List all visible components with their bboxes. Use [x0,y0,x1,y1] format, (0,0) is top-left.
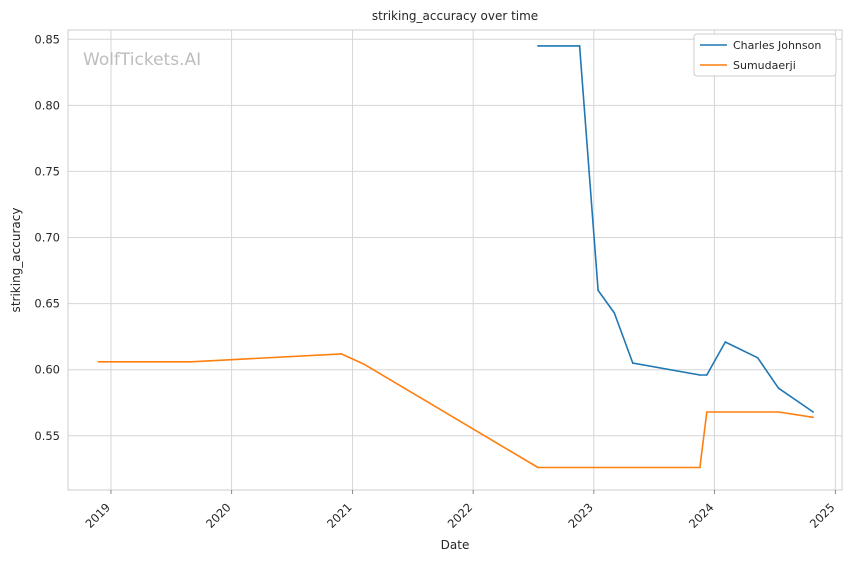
y-tick-label: 0.70 [34,231,60,245]
y-axis-ticks: 0.55 0.60 0.65 0.70 0.75 0.80 0.85 [34,32,60,443]
legend: Charles Johnson Sumudaerji [693,33,837,77]
y-tick-label: 0.85 [34,32,60,46]
chart-title: striking_accuracy over time [372,9,538,23]
data-point [756,357,759,359]
series-layer [97,45,815,469]
data-point [812,411,815,413]
data-point [724,341,727,343]
plot-frame [67,29,843,491]
data-point [777,387,780,390]
data-point [537,466,539,469]
data-point [632,362,634,364]
data-point [340,353,343,355]
legend-label: Charles Johnson [733,39,821,52]
data-point [777,411,780,413]
y-tick-label: 0.80 [34,98,60,112]
data-point [97,360,100,363]
data-point [706,374,708,376]
data-point [812,416,815,419]
y-tick-label: 0.55 [34,429,60,443]
data-point [699,466,701,469]
y-axis-title: striking_accuracy [9,208,23,313]
data-point [613,312,616,314]
data-point [190,360,193,363]
watermark: WolfTickets.AI [83,50,201,70]
legend-label: Sumudaerji [733,59,796,72]
data-point [363,363,366,366]
data-point [537,45,539,47]
legend-box [693,33,837,77]
y-tick-label: 0.60 [34,363,60,377]
y-tick-label: 0.75 [34,164,60,178]
x-axis-title: Date [441,538,470,552]
data-point [578,45,581,47]
y-tick-label: 0.65 [34,297,60,311]
data-point [699,374,701,376]
data-point [597,289,599,292]
data-point [706,411,708,413]
